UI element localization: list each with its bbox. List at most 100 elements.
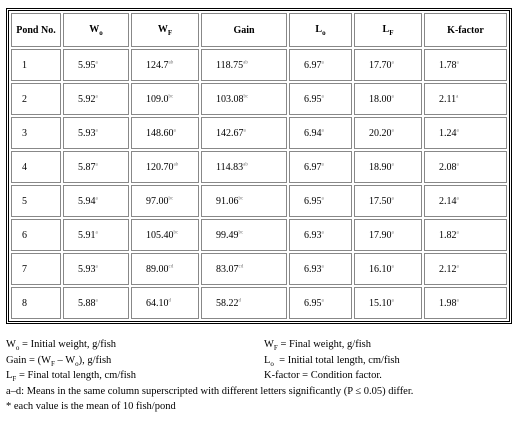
cell-superscript: a <box>391 162 394 168</box>
cell-value: 114.83 <box>216 161 244 173</box>
value-box: 5.93a <box>78 264 98 275</box>
cell-superscript: a <box>391 264 394 270</box>
header-subscript: o <box>99 28 103 37</box>
footnote-text: a–d: Means in the same column superscrip… <box>6 386 413 397</box>
pond-cell: 8 <box>11 287 61 319</box>
cell-value: 1.78 <box>439 59 457 71</box>
cell-superscript: a <box>321 196 324 202</box>
pond-cell: 7 <box>11 253 61 285</box>
value-box: 5.88a <box>78 298 98 309</box>
value-box: 6.97a <box>304 60 324 71</box>
footnote-text: Wo = Initial weight, g/fish <box>6 339 117 352</box>
cell-value: 103.08 <box>216 93 244 105</box>
cell-superscript: a <box>456 298 459 304</box>
value-box: 103.08bc <box>216 94 248 105</box>
value-cell: 2.08a <box>424 151 507 183</box>
value-box: 64.10d <box>146 298 171 309</box>
cell-value: 124.7 <box>146 59 169 71</box>
header-text: L <box>382 23 390 35</box>
cell-value: 5.95 <box>78 59 96 71</box>
value-cell: 1.24a <box>424 117 507 149</box>
cell-superscript: a <box>95 60 98 66</box>
cell-superscript: a <box>321 162 324 168</box>
header-subscript: o <box>322 28 326 37</box>
value-cell: 148.60a <box>131 117 199 149</box>
footnote-line: a–d: Means in the same column superscrip… <box>6 384 516 400</box>
cell-superscript: ab <box>243 162 248 168</box>
value-cell: 17.70a <box>354 49 422 81</box>
cell-superscript: a <box>321 298 324 304</box>
cell-superscript: bc <box>243 94 249 100</box>
cell-value: 17.50 <box>369 195 392 207</box>
value-cell: 1.98a <box>424 287 507 319</box>
value-box: 2.12a <box>439 264 459 275</box>
value-box: 118.75ab <box>216 60 248 71</box>
cell-superscript: a <box>456 60 459 66</box>
value-cell: 5.95a <box>63 49 129 81</box>
cell-value: 1.98 <box>439 297 457 309</box>
value-box: 17.90a <box>369 230 394 241</box>
table-row: 6 5.91a 105.40bc 99.49bc 6.93a 17.90a 1.82a <box>11 219 507 251</box>
value-cell: 64.10d <box>131 287 199 319</box>
cell-superscript: a <box>321 264 324 270</box>
value-box: 6.97a <box>304 162 324 173</box>
cell-value: 118.75 <box>216 59 244 71</box>
table-wrap: Pond No. Wo WF Gain Lo LF K-factor 1 5.95a 124.7… <box>6 8 512 324</box>
cell-superscript: a <box>391 94 394 100</box>
value-cell: 5.92a <box>63 83 129 115</box>
pond-number: 2 <box>22 93 27 105</box>
value-cell: 91.06bc <box>201 185 287 217</box>
value-cell: 6.95a <box>289 287 352 319</box>
cell-value: 6.93 <box>304 263 322 275</box>
value-cell: 97.00bc <box>131 185 199 217</box>
cell-superscript: bc <box>238 230 244 236</box>
value-box: 6.93a <box>304 230 324 241</box>
footnote-segment: L <box>6 370 13 381</box>
value-cell: 18.00a <box>354 83 422 115</box>
cell-value: 5.93 <box>78 263 96 275</box>
cell-superscript: a <box>243 128 246 134</box>
pond-number: 8 <box>22 297 27 309</box>
cell-value: 97.00 <box>146 195 169 207</box>
pond-cell: 1 <box>11 49 61 81</box>
footnote-subscript: F <box>12 375 17 384</box>
value-cell: 20.20a <box>354 117 422 149</box>
value-box: 5.95a <box>78 60 98 71</box>
value-box: 114.83ab <box>216 162 248 173</box>
cell-superscript: ab <box>173 162 179 168</box>
footnote-subscript: o <box>75 359 79 368</box>
value-box: 17.70a <box>369 60 394 71</box>
table-row: 4 5.87a 120.70ab 114.83ab 6.97a 18.90a 2.08a <box>11 151 507 183</box>
cell-superscript: d <box>168 298 172 304</box>
value-cell: 142.67a <box>201 117 287 149</box>
cell-superscript: a <box>321 128 324 134</box>
pond-cell: 3 <box>11 117 61 149</box>
cell-value: 1.82 <box>439 229 457 241</box>
value-box: 5.91a <box>78 230 98 241</box>
cell-superscript: a <box>456 94 459 100</box>
value-box: 142.67a <box>216 128 246 139</box>
cell-value: 5.88 <box>78 297 96 309</box>
cell-value: 83.07 <box>216 263 239 275</box>
value-box: 6.95a <box>304 94 324 105</box>
table-row: 2 5.92a 109.0bc 103.08bc 6.95a 18.00a 2.11a <box>11 83 507 115</box>
value-box: 91.06bc <box>216 196 243 207</box>
cell-value: 20.20 <box>369 127 392 139</box>
value-box: 17.50a <box>369 196 394 207</box>
value-box: 2.08a <box>439 162 459 173</box>
cell-value: 5.91 <box>78 229 96 241</box>
cell-superscript: a <box>95 264 98 270</box>
cell-value: 18.90 <box>369 161 392 173</box>
footnote-segment: = Initial weight, g/fish <box>19 339 117 350</box>
value-cell: 6.93a <box>289 219 352 251</box>
cell-superscript: a <box>391 128 394 134</box>
value-box: 6.94a <box>304 128 324 139</box>
cell-value: 2.08 <box>439 161 457 173</box>
value-cell: 2.14a <box>424 185 507 217</box>
header-text: W <box>157 23 168 35</box>
value-cell: 118.75ab <box>201 49 287 81</box>
cell-superscript: a <box>456 264 459 270</box>
header-text: W <box>89 23 100 35</box>
footnote-segment: W <box>6 339 16 350</box>
